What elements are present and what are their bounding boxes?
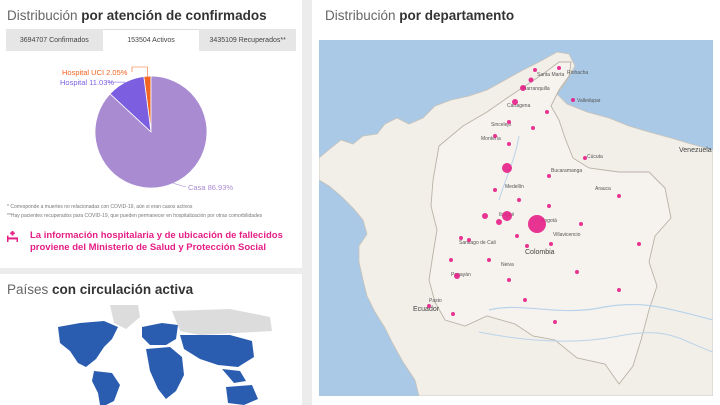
city-label: Cartagena (507, 103, 531, 109)
pie-chart: Hospital UCI 2.05%Hospital 11.03% Casa 86… (60, 66, 233, 192)
city-label: Popayán (451, 272, 471, 278)
pie-leader-line (131, 66, 148, 77)
department-marker[interactable] (493, 188, 497, 192)
department-marker[interactable] (467, 238, 471, 242)
department-marker[interactable] (525, 244, 529, 248)
department-marker[interactable] (637, 242, 641, 246)
capital-label: Colombia (525, 249, 555, 256)
region-australia (226, 385, 258, 405)
department-marker[interactable] (523, 298, 527, 302)
department-marker[interactable] (617, 194, 621, 198)
department-marker[interactable] (545, 110, 549, 114)
department-marker[interactable] (547, 204, 551, 208)
message-line-1: La información hospitalaria y de ubicaci… (30, 230, 283, 241)
department-marker[interactable] (583, 156, 587, 160)
department-marker[interactable] (507, 278, 511, 282)
paises-title: Países con circulación activa (7, 282, 194, 297)
pie-label: Hospital UCI 2.05% (62, 68, 128, 77)
department-marker[interactable] (502, 211, 512, 221)
region-south-america (92, 371, 120, 405)
region-southeast-asia (222, 369, 246, 383)
department-marker[interactable] (528, 215, 546, 233)
department-marker[interactable] (487, 258, 491, 262)
city-label: Pasto (429, 298, 442, 304)
footnote-2: **Hay pacientes recuperados para COVID-1… (7, 213, 263, 219)
department-markers (427, 66, 641, 324)
department-marker[interactable] (507, 120, 511, 124)
river (488, 303, 713, 321)
department-marker[interactable] (427, 304, 431, 308)
department-marker[interactable] (454, 273, 460, 279)
city-label: Valledupar (577, 98, 601, 104)
colombia-map[interactable]: Venezuela Ecuador Colombia Cartagena Bar… (319, 40, 713, 396)
city-label: Riohacha (567, 70, 588, 76)
tab-recuperados[interactable]: 3435109 Recuperados** (209, 36, 286, 44)
department-marker[interactable] (579, 222, 583, 226)
city-label: Medellín (505, 184, 524, 190)
region-asia (180, 335, 254, 367)
department-marker[interactable] (482, 213, 488, 219)
department-marker[interactable] (549, 242, 553, 246)
department-marker[interactable] (449, 258, 453, 262)
world-map[interactable] (0, 305, 302, 405)
region-europe (142, 323, 178, 345)
city-label: Villavicencio (553, 232, 581, 238)
city-label: Bucaramanga (551, 168, 582, 174)
department-marker[interactable] (520, 85, 526, 91)
department-marker[interactable] (531, 126, 535, 130)
colombia-outline (428, 61, 672, 385)
region-greenland (110, 305, 140, 329)
department-marker[interactable] (451, 312, 455, 316)
tab-confirmados[interactable]: 3694707 Confirmados (19, 36, 89, 44)
city-label: Cúcuta (587, 154, 603, 160)
confirmados-panel: Distribución por atención de confirmados… (0, 0, 302, 268)
footnotes: * Corresponde a muertes no relacionadas … (7, 203, 262, 221)
hospital-bed-icon (7, 231, 18, 242)
confirmados-title: Distribución por atención de confirmados (7, 8, 267, 23)
department-marker[interactable] (502, 163, 512, 173)
pie-leader-line (173, 183, 187, 188)
department-marker[interactable] (512, 99, 518, 105)
department-marker[interactable] (517, 198, 521, 202)
department-marker[interactable] (557, 66, 561, 70)
city-label: Santiago de Cali (459, 240, 496, 246)
department-marker[interactable] (528, 77, 534, 83)
river (478, 331, 713, 353)
department-marker[interactable] (496, 219, 502, 225)
message-line-2: proviene del Ministerio de Salud y Prote… (30, 241, 266, 253)
country-label-ecuador: Ecuador (413, 306, 440, 313)
paises-panel: Países con circulación activa (0, 274, 302, 405)
department-marker[interactable] (533, 68, 537, 72)
pie-label: Casa 86.93% (188, 183, 233, 192)
city-label: Bogotá (541, 218, 557, 224)
department-marker[interactable] (553, 320, 557, 324)
city-label: Arauca (595, 186, 611, 192)
pie-label: Hospital 11.03% (60, 78, 114, 87)
region-north-america (58, 321, 118, 367)
country-label-venezuela: Venezuela (679, 147, 712, 154)
department-marker[interactable] (493, 134, 497, 138)
department-marker[interactable] (507, 142, 511, 146)
city-label: Sincelejo (491, 122, 512, 128)
department-marker[interactable] (459, 236, 463, 240)
footnote-1: * Corresponde a muertes no relacionadas … (7, 204, 193, 210)
department-marker[interactable] (547, 174, 551, 178)
departamento-title: Distribución por departamento (325, 8, 515, 23)
department-marker[interactable] (571, 98, 575, 102)
colombia-map-svg: Venezuela Ecuador Colombia Cartagena Bar… (319, 51, 713, 396)
status-tabs: 3694707 Confirmados 153504 Activos 34351… (6, 29, 296, 51)
city-label: Santa Marta (537, 72, 564, 78)
city-label: Barranquilla (523, 86, 550, 92)
city-label: Neiva (501, 262, 514, 268)
departamento-panel: Distribución por departamento Venezuela … (312, 0, 720, 405)
department-marker[interactable] (617, 288, 621, 292)
tab-activos[interactable]: 153504 Activos (102, 29, 200, 51)
region-russia (172, 309, 272, 335)
department-marker[interactable] (515, 234, 519, 238)
department-marker[interactable] (575, 270, 579, 274)
region-africa (146, 347, 184, 399)
city-label: Montería (481, 136, 501, 142)
